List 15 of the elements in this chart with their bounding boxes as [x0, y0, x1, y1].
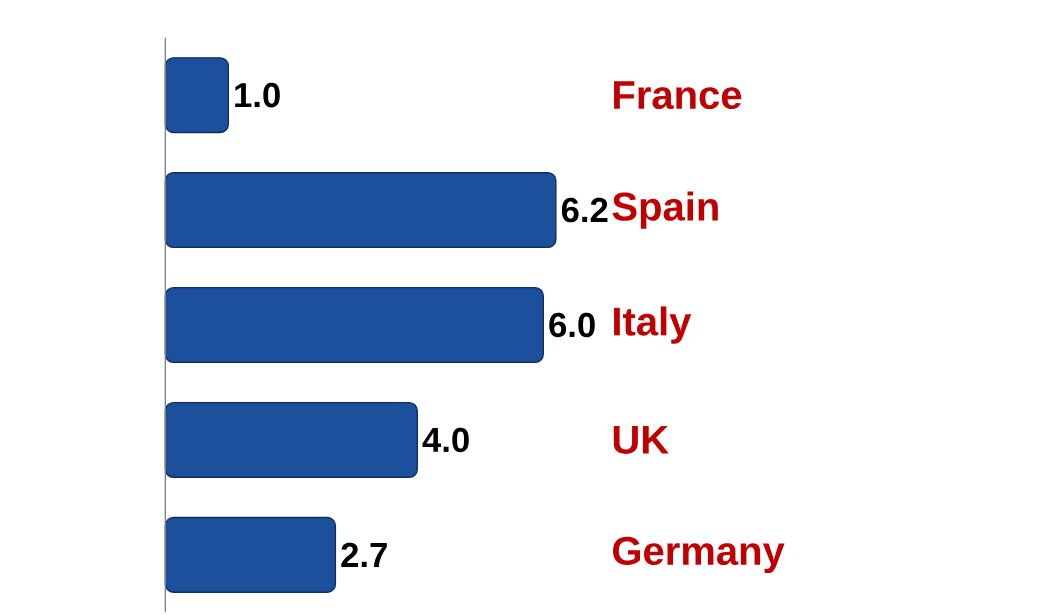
bar	[164, 516, 337, 593]
bar	[164, 287, 544, 364]
bar	[164, 57, 229, 134]
y-tick-label: France	[614, 81, 742, 110]
data-label: 2.7	[341, 542, 387, 567]
y-tick-label: Spain	[612, 191, 718, 229]
bar	[164, 172, 557, 249]
bar	[164, 401, 418, 478]
y-tick-label: Italy	[614, 306, 692, 344]
y-tick-label: UK	[613, 425, 669, 454]
data-label: 4.0	[422, 427, 469, 453]
y-tick-label: Germany	[613, 536, 785, 573]
data-label: 6.2	[561, 197, 608, 223]
data-label: 1.0	[235, 82, 280, 108]
data-label: 6.0	[549, 312, 595, 338]
